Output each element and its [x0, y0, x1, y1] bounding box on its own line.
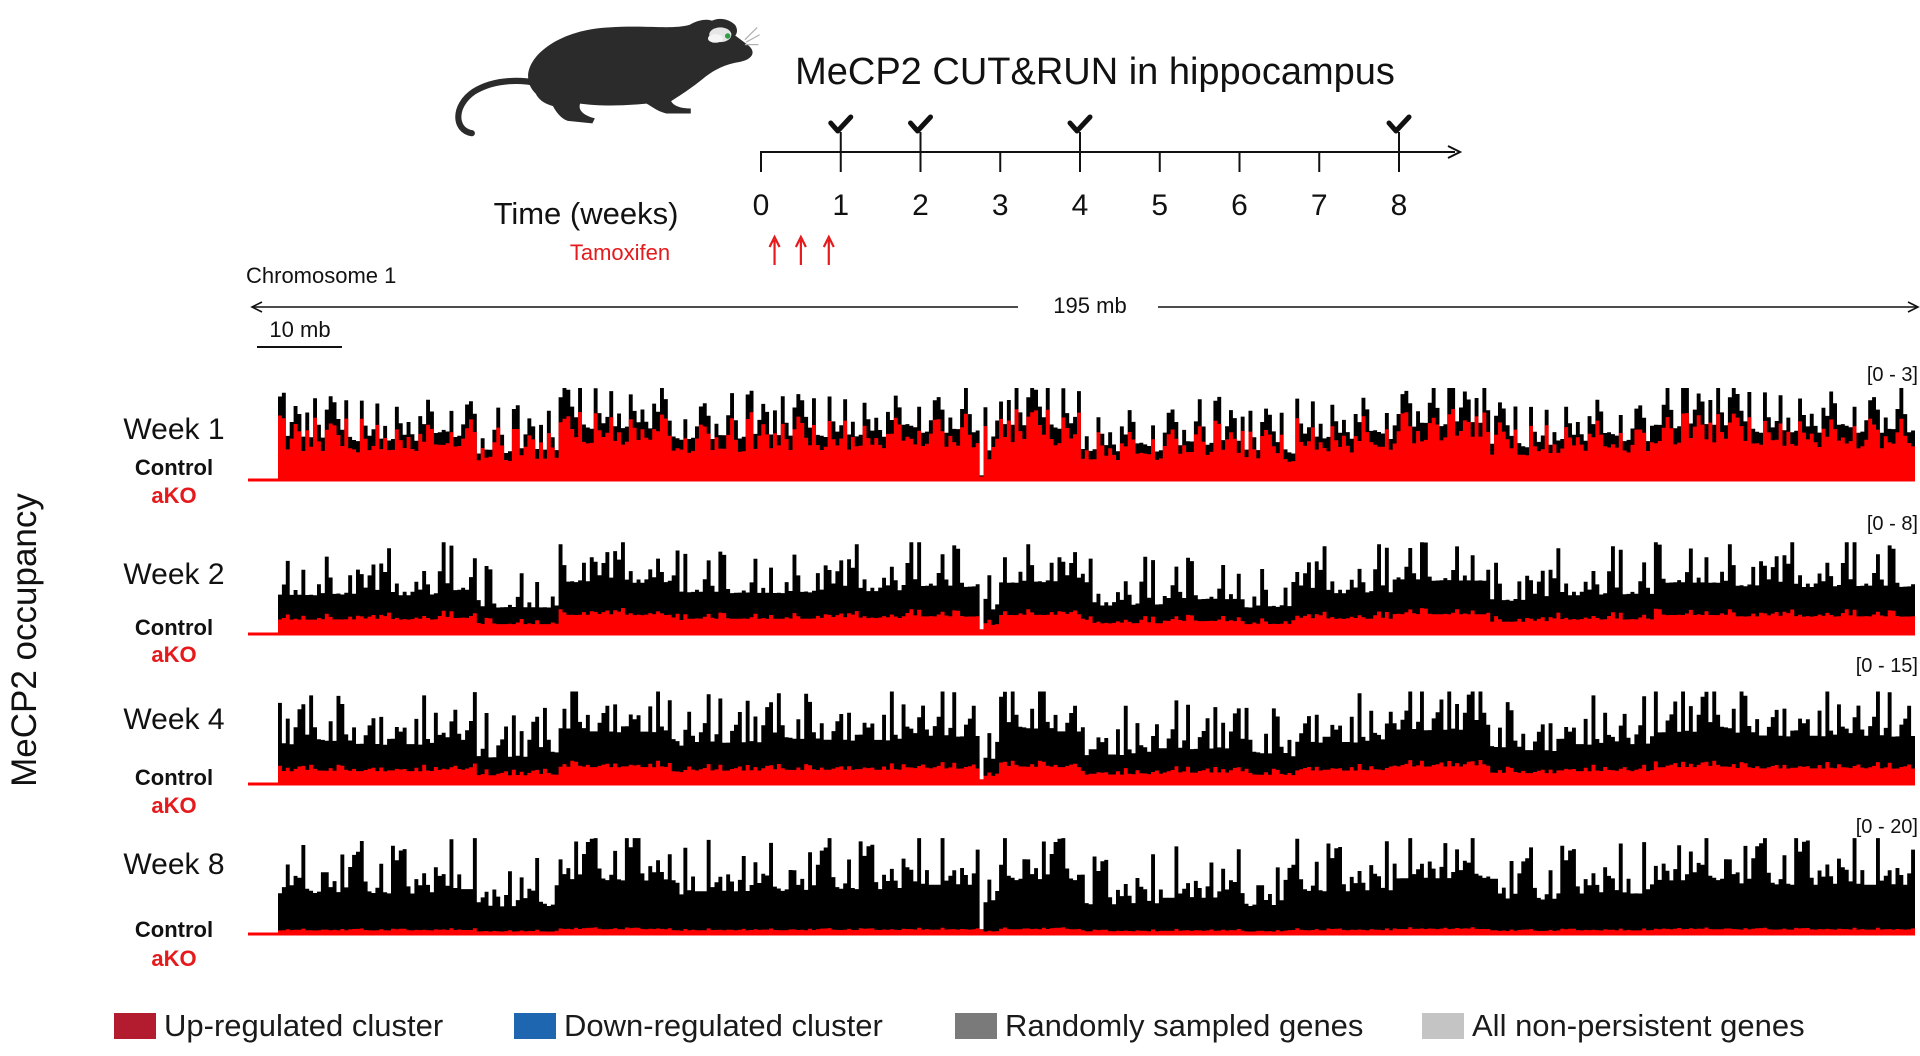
occupancy-tracks [248, 388, 1915, 936]
legend-label: All non-persistent genes [1472, 1008, 1805, 1043]
timeline-ticks: 0 1 2 3 4 5 6 7 8 [753, 114, 1412, 222]
up-arrow-icon [822, 234, 835, 265]
legend-label: Up-regulated cluster [164, 1008, 444, 1043]
range-label: [0 - 20] [1856, 816, 1918, 838]
up-arrow-icon [768, 234, 781, 265]
control-signal [278, 691, 1915, 784]
track-signal-week-1 [248, 388, 1915, 482]
timeline-axis [760, 145, 1463, 172]
control-label: Control [135, 765, 213, 790]
track-signal-week-4 [248, 691, 1915, 786]
legend-swatch [514, 1013, 556, 1039]
legend-item-nonpersistent: All non-persistent genes [1422, 1004, 1805, 1048]
y-axis-label: MeCP2 occupancy [5, 493, 44, 787]
chromosome-length-label: 195 mb [1053, 293, 1126, 318]
legend-item-up: Up-regulated cluster [114, 1004, 443, 1048]
tamoxifen-arrows [768, 234, 835, 265]
track-signal-week-8 [248, 838, 1915, 936]
control-signal [278, 542, 1915, 634]
control-label: Control [135, 615, 213, 640]
timeline-tick-label: 4 [1072, 189, 1089, 222]
ako-signal [278, 927, 1915, 934]
check-icon [1067, 114, 1093, 134]
legend-swatch [1422, 1013, 1464, 1039]
timeline-axis-label: Time (weeks) [494, 196, 679, 231]
timeline-tick-label: 6 [1231, 189, 1248, 222]
figure-title: MeCP2 CUT&RUN in hippocampus [795, 51, 1395, 93]
legend: Up-regulated cluster Down-regulated clus… [0, 1004, 1920, 1048]
tamoxifen-label: Tamoxifen [570, 240, 670, 265]
timeline-tick-label: 1 [832, 189, 849, 222]
track-week-2: Week 2 Control aKO [0 - 8] [123, 513, 1918, 667]
timeline-tick-label: 5 [1151, 189, 1168, 222]
check-icon [1386, 114, 1412, 134]
week-label: Week 4 [123, 703, 224, 736]
timeline-tick-label: 2 [912, 189, 929, 222]
week-label: Week 8 [123, 848, 224, 881]
legend-swatch [955, 1013, 997, 1039]
track-week-1: Week 1 Control aKO [0 - 3] [123, 364, 1918, 508]
ako-label: aKO [151, 946, 196, 971]
control-signal [278, 838, 1915, 934]
ako-label: aKO [151, 793, 196, 818]
scalebar-label: 10 mb [269, 317, 330, 342]
mouse-icon [455, 18, 760, 137]
check-icon [908, 114, 933, 134]
ako-label: aKO [151, 642, 196, 667]
chromosome-length-arrow [250, 301, 1920, 313]
timeline-tick-label: 0 [753, 189, 770, 222]
control-label: Control [135, 455, 213, 480]
track-week-8: Week 8 Control aKO [0 - 20] [123, 816, 1918, 971]
legend-swatch [114, 1013, 156, 1039]
legend-label: Down-regulated cluster [564, 1008, 883, 1043]
track-signal-week-2 [248, 542, 1915, 636]
ako-signal [278, 760, 1915, 784]
timeline-tick-label: 8 [1391, 189, 1408, 222]
legend-item-down: Down-regulated cluster [514, 1004, 883, 1048]
range-label: [0 - 8] [1867, 513, 1918, 535]
week-label: Week 1 [123, 413, 224, 446]
timeline-tick-label: 7 [1311, 189, 1328, 222]
ako-signal [278, 608, 1915, 634]
legend-item-random: Randomly sampled genes [955, 1004, 1363, 1048]
ako-signal [278, 409, 1915, 480]
legend-label: Randomly sampled genes [1005, 1008, 1364, 1043]
timeline-tick-label: 3 [992, 189, 1009, 222]
track-week-4: Week 4 Control aKO [0 - 15] [123, 655, 1918, 818]
ako-label: aKO [151, 483, 196, 508]
control-label: Control [135, 917, 213, 942]
week-label: Week 2 [123, 558, 224, 591]
up-arrow-icon [794, 234, 807, 265]
chromosome-label: Chromosome 1 [246, 263, 396, 288]
range-label: [0 - 3] [1867, 364, 1918, 386]
check-icon [828, 114, 854, 134]
range-label: [0 - 15] [1856, 655, 1918, 677]
